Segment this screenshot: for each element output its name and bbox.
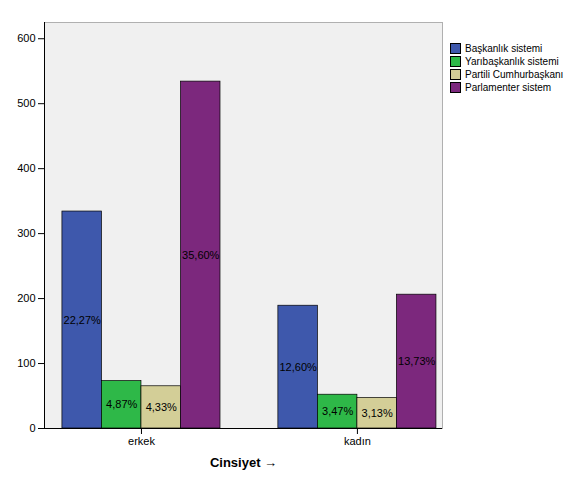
svg-text:12,60%: 12,60%: [279, 361, 317, 373]
svg-text:erkek: erkek: [128, 435, 155, 447]
html-text:Parlamenter sistem: Parlamenter sistem: [465, 82, 552, 93]
svg-text:kadın: kadın: [344, 435, 371, 447]
svg-text:13,73%: 13,73%: [398, 355, 436, 367]
svg-text:0: 0: [29, 422, 35, 434]
html-text:Partili Cumhurbaşkanı: Partili Cumhurbaşkanı: [465, 69, 564, 80]
html-text:Yarıbaşkanlık sistemi: Yarıbaşkanlık sistemi: [465, 56, 559, 67]
svg-text:200: 200: [17, 292, 35, 304]
svg-text:500: 500: [17, 97, 35, 109]
html-text:Başkanlık sistemi: Başkanlık sistemi: [465, 43, 543, 54]
svg-text:3,47%: 3,47%: [322, 405, 353, 417]
svg-text:Cinsiyet →: Cinsiyet →: [210, 455, 277, 470]
svg-text:100: 100: [17, 357, 35, 369]
svg-text:4,33%: 4,33%: [146, 401, 177, 413]
svg-text:35,60%: 35,60%: [182, 249, 220, 261]
svg-text:3,13%: 3,13%: [362, 407, 393, 419]
svg-text:600: 600: [17, 32, 35, 44]
svg-text:300: 300: [17, 227, 35, 239]
svg-text:4,87%: 4,87%: [106, 398, 137, 410]
svg-text:22,27%: 22,27%: [64, 314, 102, 326]
svg-text:400: 400: [17, 162, 35, 174]
